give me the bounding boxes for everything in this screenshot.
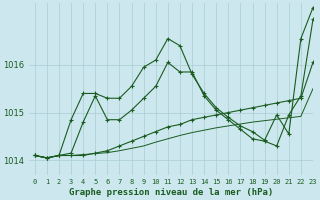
X-axis label: Graphe pression niveau de la mer (hPa): Graphe pression niveau de la mer (hPa) [69, 188, 273, 197]
